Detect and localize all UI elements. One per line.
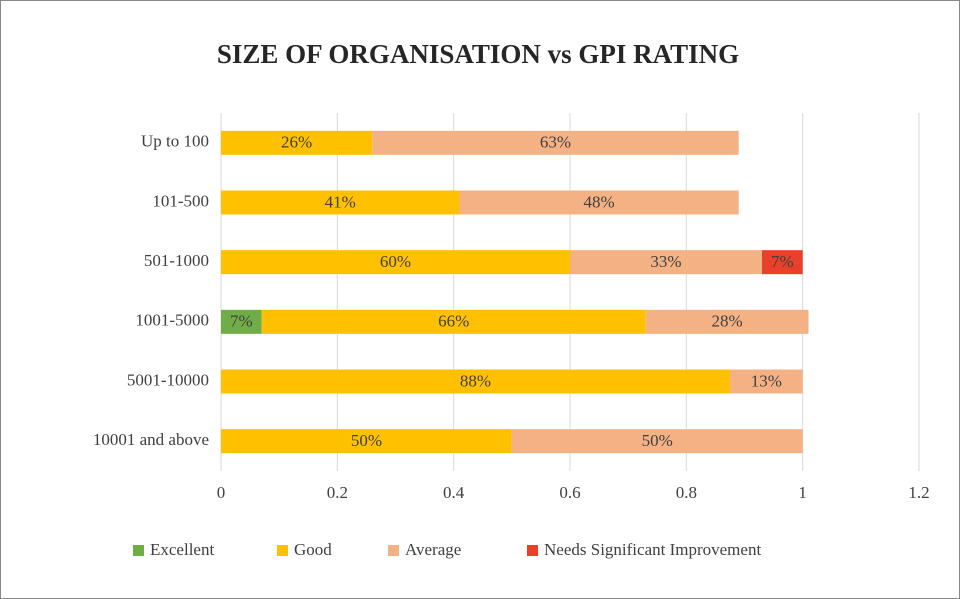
data-label: 7% xyxy=(230,312,253,331)
data-label: 50% xyxy=(642,431,673,450)
y-tick-label: 501-1000 xyxy=(144,251,209,270)
x-tick-label: 0.6 xyxy=(559,483,580,502)
y-tick-label: Up to 100 xyxy=(141,132,209,151)
legend-swatch xyxy=(133,545,144,556)
bar-segment xyxy=(645,309,809,334)
data-label: 48% xyxy=(583,192,614,211)
x-tick-label: 0.8 xyxy=(676,483,697,502)
data-label: 7% xyxy=(771,252,794,271)
x-tick-label: 1.2 xyxy=(908,483,929,502)
bar-segment xyxy=(761,250,803,275)
bar-segment xyxy=(459,190,739,215)
chart-title: SIZE OF ORGANISATION vs GPI RATING xyxy=(217,39,739,69)
bar-segment xyxy=(221,250,570,275)
data-label: 50% xyxy=(351,431,382,450)
data-label: 88% xyxy=(460,371,491,390)
legend-swatch xyxy=(527,545,538,556)
y-tick-label: 5001-10000 xyxy=(127,370,209,389)
legend-label: Excellent xyxy=(150,540,214,559)
legend-swatch xyxy=(388,545,399,556)
legend-label: Good xyxy=(294,540,332,559)
legend-label: Average xyxy=(405,540,461,559)
data-label: 33% xyxy=(650,252,681,271)
x-tick-label: 0 xyxy=(217,483,226,502)
bar-segment xyxy=(261,309,646,334)
data-label: 63% xyxy=(540,133,571,152)
y-tick-label: 101-500 xyxy=(152,191,209,210)
x-tick-label: 0.4 xyxy=(443,483,465,502)
bar-segment xyxy=(221,309,262,334)
bar-segment xyxy=(221,429,512,454)
y-tick-label: 1001-5000 xyxy=(135,311,209,330)
bar-segment xyxy=(372,130,739,155)
data-label: 28% xyxy=(711,312,742,331)
x-tick-label: 1 xyxy=(798,483,807,502)
data-label: 26% xyxy=(281,133,312,152)
data-label: 66% xyxy=(438,312,469,331)
data-label: 41% xyxy=(325,192,356,211)
bar-segment xyxy=(729,369,803,394)
legend-swatch xyxy=(277,545,288,556)
data-label: 13% xyxy=(751,371,782,390)
bar-segment xyxy=(221,130,373,155)
bar-segment xyxy=(570,250,762,275)
legend-label: Needs Significant Improvement xyxy=(544,540,761,559)
bar-segment xyxy=(511,429,803,454)
y-tick-label: 10001 and above xyxy=(93,430,209,449)
x-tick-label: 0.2 xyxy=(327,483,348,502)
data-label: 60% xyxy=(380,252,411,271)
bar-segment xyxy=(221,369,730,394)
bar-segment xyxy=(221,190,460,215)
